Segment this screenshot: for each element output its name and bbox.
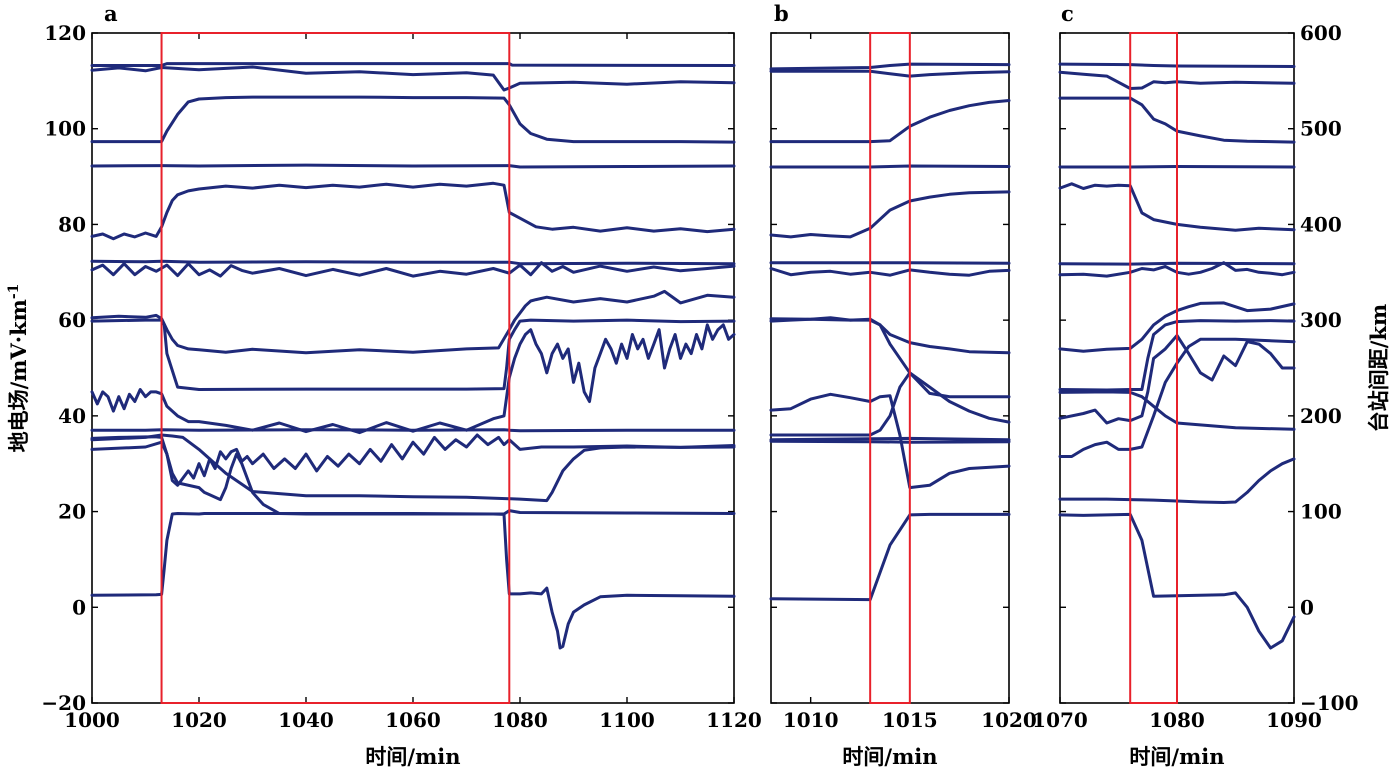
y-tick-label: 40: [58, 404, 86, 428]
series-line: [769, 69, 1011, 78]
series-line: [769, 439, 1011, 444]
series-line: [90, 512, 736, 650]
series-line: [1058, 337, 1296, 458]
series-line: [1058, 261, 1296, 266]
x-tick-label: 1090: [1266, 708, 1322, 732]
y-tick-label-right: 300: [1300, 308, 1342, 332]
x-tick-label: 1040: [278, 708, 334, 732]
panel-b-series: [769, 62, 1011, 602]
series-line: [769, 392, 1011, 490]
x-tick-label: 1100: [599, 708, 655, 732]
series-line: [90, 62, 736, 67]
y-tick-label-right: −100: [1300, 691, 1359, 715]
y-tick-label-right: 0: [1300, 595, 1314, 619]
x-tick-label: 1010: [783, 708, 839, 732]
series-line: [769, 164, 1011, 169]
panel-b-frame: [770, 32, 1010, 704]
series-line: [1058, 62, 1296, 68]
series-line: [90, 440, 736, 516]
panel-c-xlabel: 时间/min: [1129, 744, 1224, 769]
panel-a-ylabel-main: 地电场/mV·km: [6, 299, 31, 452]
panel-a-frame: [91, 32, 735, 704]
series-line: [1058, 301, 1296, 353]
series-line: [90, 181, 736, 241]
panel-b: 1010 1015 1020 b 时间/min: [769, 1, 1037, 769]
series-line: [90, 433, 736, 487]
series-line: [1058, 96, 1296, 144]
series-line: [90, 65, 736, 92]
series-line: [769, 316, 1011, 355]
y-tick-label: 60: [58, 308, 86, 332]
x-tick-label: 1070: [1032, 708, 1088, 732]
y-tick-label-right: 600: [1300, 21, 1342, 45]
panel-a-letter: a: [104, 1, 118, 26]
series-line: [1058, 70, 1296, 90]
series-line: [1058, 261, 1296, 278]
panel-a-ylabel: 地电场/mV·km-1: [6, 284, 31, 453]
panel-b-highlight-box: [869, 32, 911, 704]
series-line: [769, 512, 1011, 602]
x-tick-label: 1060: [385, 708, 441, 732]
y-tick-label-right: 200: [1300, 404, 1342, 428]
series-line: [769, 261, 1011, 265]
panel-a-ylabel-sup: -1: [6, 284, 22, 300]
series-line: [1058, 182, 1296, 232]
series-line: [1058, 319, 1296, 392]
series-line: [1058, 165, 1296, 169]
x-tick-label: 1120: [706, 708, 762, 732]
panel-a: 1000 1020 1040 1060 1080 1100 1120 −20 0 20 40 60 80…: [6, 1, 762, 769]
panel-a-highlight-box: [160, 32, 511, 704]
series-line: [90, 163, 736, 169]
x-tick-label: 1000: [64, 708, 120, 732]
series-line: [90, 433, 736, 503]
x-tick-label: 1020: [171, 708, 227, 732]
panel-b-letter: b: [774, 1, 789, 26]
panel-c-ticks: 1070 1080 1090−100 0 100 200 300 400 500 600: [1032, 21, 1358, 732]
series-line: [769, 99, 1011, 144]
panel-c-series: [1058, 62, 1296, 650]
y-tick-label: −20: [41, 691, 86, 715]
panel-a-ticks: 1000 1020 1040 1060 1080 1100 1120 −20 0 20 40 60 80…: [41, 21, 761, 732]
panel-c-ylabel-right: 台站间距/km: [1366, 304, 1391, 432]
series-line: [90, 428, 736, 433]
y-tick-label: 0: [72, 595, 86, 619]
series-line: [769, 190, 1011, 239]
y-tick-label: 120: [44, 21, 86, 45]
series-line: [769, 436, 1011, 442]
panel-c: 1070 1080 1090−100 0 100 200 300 400 500 600 c 时间…: [1032, 1, 1391, 769]
series-line: [90, 261, 736, 278]
panel-b-ticks: 1010 1015 1020: [771, 32, 1037, 732]
series-line: [1058, 390, 1296, 431]
series-line: [90, 95, 736, 144]
x-tick-label: 1080: [492, 708, 548, 732]
series-line: [769, 267, 1011, 277]
x-tick-label: 1015: [882, 708, 938, 732]
y-tick-label: 20: [58, 500, 86, 524]
series-line: [90, 289, 736, 355]
series-line: [90, 318, 736, 391]
panel-c-highlight-box: [1129, 32, 1178, 704]
y-tick-label-right: 400: [1300, 212, 1342, 236]
y-tick-label-right: 100: [1300, 500, 1342, 524]
series-line: [769, 317, 1011, 399]
x-tick-label: 1020: [981, 708, 1037, 732]
y-tick-label: 100: [44, 117, 86, 141]
panel-a-series: [90, 62, 736, 650]
series-line: [90, 259, 736, 266]
panel-a-xlabel: 时间/min: [365, 744, 460, 769]
panel-b-xlabel: 时间/min: [842, 744, 937, 769]
x-tick-label: 1080: [1149, 708, 1205, 732]
y-tick-label-right: 500: [1300, 117, 1342, 141]
series-line: [1058, 512, 1296, 650]
y-tick-label: 80: [58, 212, 86, 236]
series-line: [769, 371, 1011, 437]
panel-c-letter: c: [1061, 1, 1074, 26]
series-line: [90, 323, 736, 435]
series-line: [769, 62, 1011, 71]
